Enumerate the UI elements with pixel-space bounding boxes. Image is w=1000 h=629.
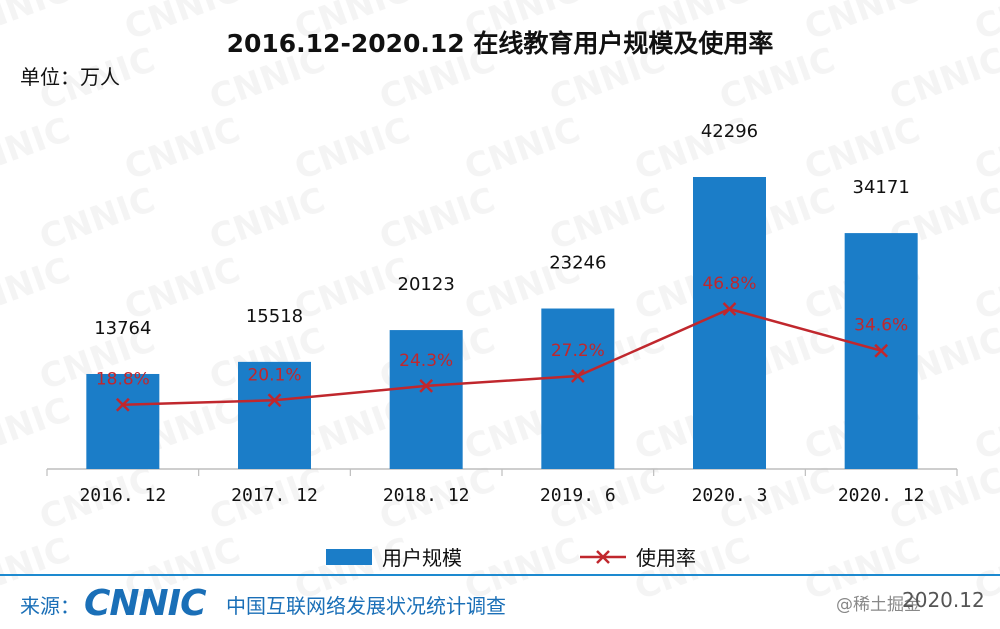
bar-value-label: 23246 [549, 253, 606, 274]
x-tick-label: 2017. 12 [231, 485, 318, 506]
x-tick-label: 2020. 3 [692, 485, 768, 506]
rate-marker [115, 397, 130, 412]
report-date: 2020.12 [902, 588, 985, 612]
x-tick-label: 2019. 6 [540, 485, 616, 506]
rate-marker [570, 369, 585, 383]
bar-value-label: 20123 [398, 274, 455, 295]
x-tick-label: 2016. 12 [79, 485, 166, 506]
rate-value-label: 18.8% [96, 370, 150, 390]
rate-value-label: 20.1% [247, 365, 301, 385]
bar-value-label: 34171 [853, 177, 910, 198]
bar-value-label: 42296 [701, 121, 758, 142]
bar-user-scale [389, 330, 463, 469]
chart-title: 2016.12-2020.12 在线教育用户规模及使用率 [226, 29, 774, 58]
bar-user-scale [238, 361, 311, 469]
rate-value-label: 34.6% [854, 316, 908, 336]
source-label: 来源： [20, 594, 80, 618]
legend-swatch-bar [326, 549, 372, 565]
rate-value-label: 46.8% [702, 274, 756, 294]
rate-marker [722, 302, 737, 316]
footer-divider [0, 574, 1000, 576]
x-tick-label: 2018. 12 [383, 485, 470, 506]
rate-marker [874, 343, 889, 358]
bar-user-scale [86, 373, 160, 469]
cnnic-logo: CNNIC [84, 583, 206, 624]
bar-value-label: 13764 [94, 318, 151, 339]
x-tick-label: 2020. 12 [838, 485, 925, 506]
bar-user-scale [541, 308, 615, 469]
unit-label: 单位：万人 [20, 65, 120, 89]
legend-label-rate: 使用率 [636, 546, 696, 570]
rate-value-label: 27.2% [551, 341, 605, 361]
legend-marker [596, 550, 610, 564]
source-organization: 中国互联网络发展状况统计调查 [226, 594, 506, 618]
rate-marker [267, 393, 282, 408]
rate-value-label: 24.3% [399, 351, 453, 371]
rate-line [122, 307, 882, 406]
credit-watermark: @稀土掘金 [836, 595, 921, 615]
bar-value-label: 15518 [246, 306, 303, 327]
bar-user-scale [693, 177, 766, 469]
rate-marker [419, 379, 434, 393]
legend-label-user-scale: 用户规模 [382, 546, 462, 570]
